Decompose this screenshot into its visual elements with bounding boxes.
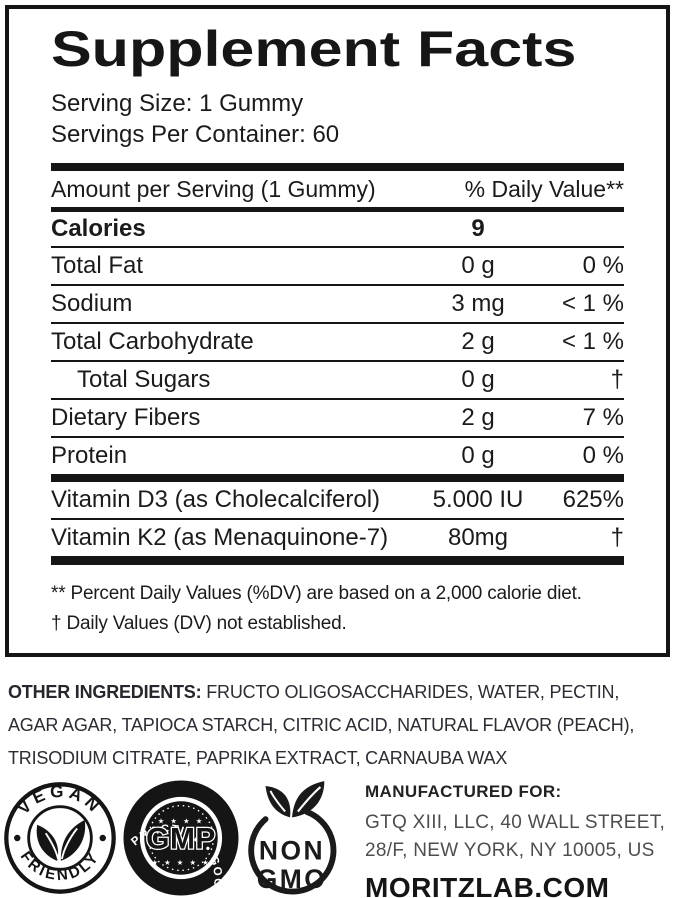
website: MORITZLAB.COM xyxy=(365,872,610,898)
table-row: Dietary Fibers 2 g 7 % xyxy=(51,400,624,438)
supplement-facts-panel: Supplement Facts Serving Size: 1 Gummy S… xyxy=(5,5,670,657)
non-gmo-line2: GMO xyxy=(257,864,328,894)
other-ingredients-line2: AGAR AGAR, TAPIOCA STARCH, CITRIC ACID, … xyxy=(8,715,635,735)
serving-size: Serving Size: 1 Gummy xyxy=(51,90,304,117)
nutrient-amount: 0 g xyxy=(461,252,495,279)
other-ingredients-line1: OTHER INGREDIENTS: FRUCTO OLIGOSACCHARID… xyxy=(8,676,676,709)
panel-title: Supplement Facts xyxy=(51,21,577,77)
other-ingredients-line3: TRISODIUM CITRATE, PAPRIKA EXTRACT, CARN… xyxy=(8,748,508,768)
gmp-badge-icon: PRACTICE • GOOD MANUFACTURING • ★ ★ ★ ★ … xyxy=(123,780,239,896)
gmp-badge-center-text: GMP xyxy=(146,823,216,856)
table-top-bar xyxy=(51,163,624,171)
address-line2: 28/F, NEW YORK, NY 10005, US xyxy=(365,840,655,861)
table-header-row: Amount per Serving (1 Gummy) % Daily Val… xyxy=(51,171,624,207)
nutrient-name: Total Sugars xyxy=(77,366,211,393)
nutrient-daily-value: 625% xyxy=(562,486,624,513)
table-row: Protein 0 g 0 % xyxy=(51,438,624,474)
nutrient-amount: 0 g xyxy=(461,366,495,393)
daily-value-header: % Daily Value** xyxy=(464,175,624,202)
table-row: Vitamin K2 (as Menaquinone-7) 80mg † xyxy=(51,520,624,565)
nutrient-amount: 9 xyxy=(471,215,485,242)
gmp-badge-stars-top: ★ ★ ★ ★ xyxy=(158,817,204,826)
other-ingredients-heading: OTHER INGREDIENTS: xyxy=(8,682,202,702)
nutrient-name: Vitamin K2 (as Menaquinone-7) xyxy=(51,524,389,551)
svg-text:VEGAN: VEGAN xyxy=(14,782,106,818)
vegan-badge-bottom-text: FRIENDLY xyxy=(17,848,101,884)
nutrient-daily-value: 7 % xyxy=(582,404,624,431)
nutrient-daily-value: 0 % xyxy=(582,442,624,469)
amount-per-serving-header: Amount per Serving (1 Gummy) xyxy=(51,175,376,202)
non-gmo-badge-icon: NON GMO xyxy=(248,781,337,895)
nutrient-daily-value: † xyxy=(610,524,624,551)
nutrient-name: Calories xyxy=(51,215,146,242)
nutrient-amount: 3 mg xyxy=(451,290,505,317)
nutrient-name: Total Fat xyxy=(51,252,144,279)
gmp-badge-stars-bottom: ★ ★ ★ ★ ★ xyxy=(151,858,210,867)
nutrient-amount: 80mg xyxy=(447,524,509,551)
manufacturer-info: MANUFACTURED FOR: GTQ XIII, LLC, 40 WALL… xyxy=(365,782,665,898)
vegan-friendly-badge-icon: VEGAN FRIENDLY xyxy=(4,782,116,894)
nutrient-name: Dietary Fibers xyxy=(51,404,201,431)
vegan-badge-right-dot xyxy=(99,834,106,842)
nutrient-amount: 2 g xyxy=(461,404,495,431)
nutrient-amount: 5.000 IU xyxy=(432,486,524,513)
footnote-dv: ** Percent Daily Values (%DV) are based … xyxy=(51,583,582,604)
non-gmo-line1: NON xyxy=(259,836,325,866)
address-line1: GTQ XIII, LLC, 40 WALL STREET, xyxy=(365,812,666,833)
nutrient-name: Total Carbohydrate xyxy=(51,328,254,355)
nutrient-daily-value: < 1 % xyxy=(561,328,624,355)
nutrient-amount: 0 g xyxy=(461,442,495,469)
footnote-dagger: † Daily Values (DV) not established. xyxy=(51,613,347,634)
nutrient-amount: 2 g xyxy=(461,328,495,355)
table-row: Total Fat 0 g 0 % xyxy=(51,248,624,286)
servings-per-container: Servings Per Container: 60 xyxy=(51,121,340,148)
nutrient-daily-value: 0 % xyxy=(582,252,624,279)
serving-info: Serving Size: 1 Gummy Servings Per Conta… xyxy=(51,88,624,150)
footnotes: ** Percent Daily Values (%DV) are based … xyxy=(51,579,624,639)
nutrient-name: Vitamin D3 (as Cholecalciferol) xyxy=(51,486,381,513)
header-divider xyxy=(51,207,624,212)
other-ingredients-line1-rest: FRUCTO OLIGOSACCHARIDES, WATER, PECTIN, xyxy=(201,682,620,702)
leaf-icon xyxy=(36,819,86,861)
vegan-badge-left-dot xyxy=(14,834,21,842)
table-row: Vitamin D3 (as Cholecalciferol) 5.000 IU 6… xyxy=(51,474,624,520)
nutrient-daily-value: < 1 % xyxy=(561,290,624,317)
table-row: Total Sugars 0 g † xyxy=(51,362,624,400)
table-row: Sodium 3 mg < 1 % xyxy=(51,286,624,324)
facts-table: Amount per Serving (1 Gummy) % Daily Val… xyxy=(51,163,624,639)
manufactured-for-heading: MANUFACTURED FOR: xyxy=(365,782,562,801)
table-row: Total Carbohydrate 2 g < 1 % xyxy=(51,324,624,362)
nutrient-name: Sodium xyxy=(51,290,133,317)
vegan-badge-top-text: VEGAN xyxy=(14,782,102,818)
nutrient-daily-value: † xyxy=(610,366,624,393)
other-ingredients: OTHER INGREDIENTS: FRUCTO OLIGOSACCHARID… xyxy=(8,676,676,775)
footer: VEGAN FRIENDLY PRACTICE • xyxy=(0,778,679,898)
table-row: Calories 9 xyxy=(51,212,624,248)
leaf-icon xyxy=(265,781,325,818)
nutrient-name: Protein xyxy=(51,442,128,469)
svg-text:FRIENDLY: FRIENDLY xyxy=(17,848,104,884)
